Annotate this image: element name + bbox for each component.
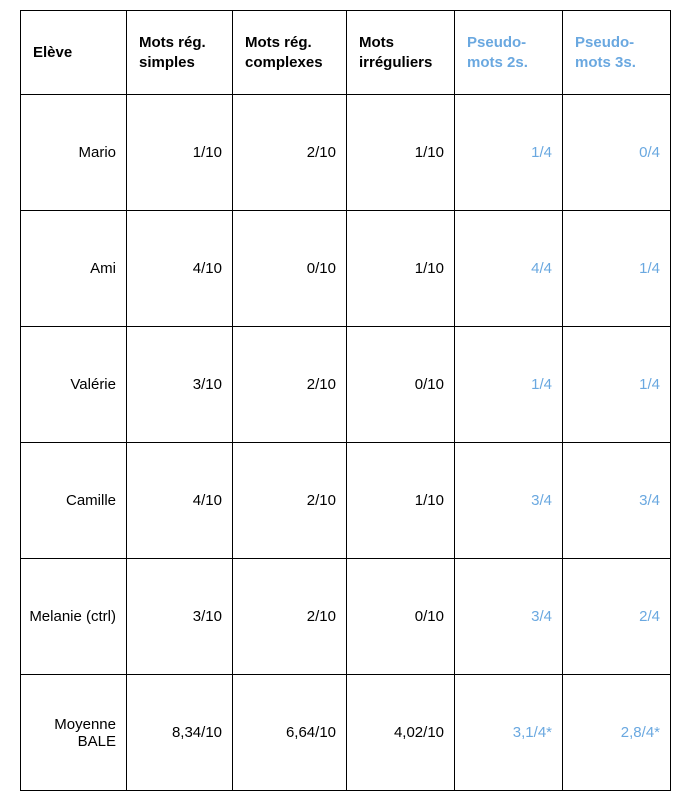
cell-name: Camille [21, 443, 127, 559]
cell-complexes: 6,64/10 [233, 675, 347, 791]
cell-name: Ami [21, 211, 127, 327]
cell-pseudo2: 4/4 [455, 211, 563, 327]
cell-complexes: 2/10 [233, 443, 347, 559]
cell-pseudo3: 3/4 [563, 443, 671, 559]
cell-pseudo2: 1/4 [455, 95, 563, 211]
cell-pseudo3: 0/4 [563, 95, 671, 211]
table-header-row: Elève Mots rég. simples Mots rég. comple… [21, 11, 671, 95]
cell-pseudo2: 3,1/4* [455, 675, 563, 791]
table-row: Moyenne BALE 8,34/10 6,64/10 4,02/10 3,1… [21, 675, 671, 791]
cell-name: Valérie [21, 327, 127, 443]
col-header-pseudo2: Pseudo-mots 2s. [455, 11, 563, 95]
table-row: Camille 4/10 2/10 1/10 3/4 3/4 [21, 443, 671, 559]
cell-pseudo2: 1/4 [455, 327, 563, 443]
cell-pseudo3: 2,8/4* [563, 675, 671, 791]
cell-irreguliers: 1/10 [347, 211, 455, 327]
cell-simples: 8,34/10 [127, 675, 233, 791]
col-header-irreguliers: Mots irréguliers [347, 11, 455, 95]
cell-irreguliers: 1/10 [347, 443, 455, 559]
cell-complexes: 2/10 [233, 327, 347, 443]
cell-pseudo3: 1/4 [563, 211, 671, 327]
cell-simples: 4/10 [127, 211, 233, 327]
col-header-complexes: Mots rég. complexes [233, 11, 347, 95]
cell-complexes: 0/10 [233, 211, 347, 327]
col-header-eleve: Elève [21, 11, 127, 95]
cell-pseudo2: 3/4 [455, 443, 563, 559]
cell-irreguliers: 1/10 [347, 95, 455, 211]
cell-simples: 4/10 [127, 443, 233, 559]
page: Elève Mots rég. simples Mots rég. comple… [0, 0, 684, 810]
cell-pseudo3: 2/4 [563, 559, 671, 675]
results-table: Elève Mots rég. simples Mots rég. comple… [20, 10, 671, 791]
cell-simples: 3/10 [127, 559, 233, 675]
cell-name: Moyenne BALE [21, 675, 127, 791]
table-row: Mario 1/10 2/10 1/10 1/4 0/4 [21, 95, 671, 211]
cell-pseudo2: 3/4 [455, 559, 563, 675]
table-row: Valérie 3/10 2/10 0/10 1/4 1/4 [21, 327, 671, 443]
cell-name: Melanie (ctrl) [21, 559, 127, 675]
table-row: Ami 4/10 0/10 1/10 4/4 1/4 [21, 211, 671, 327]
cell-simples: 1/10 [127, 95, 233, 211]
cell-irreguliers: 0/10 [347, 327, 455, 443]
cell-complexes: 2/10 [233, 559, 347, 675]
cell-simples: 3/10 [127, 327, 233, 443]
cell-name: Mario [21, 95, 127, 211]
cell-irreguliers: 0/10 [347, 559, 455, 675]
cell-pseudo3: 1/4 [563, 327, 671, 443]
col-header-simples: Mots rég. simples [127, 11, 233, 95]
table-row: Melanie (ctrl) 3/10 2/10 0/10 3/4 2/4 [21, 559, 671, 675]
cell-irreguliers: 4,02/10 [347, 675, 455, 791]
col-header-pseudo3: Pseudo-mots 3s. [563, 11, 671, 95]
cell-complexes: 2/10 [233, 95, 347, 211]
